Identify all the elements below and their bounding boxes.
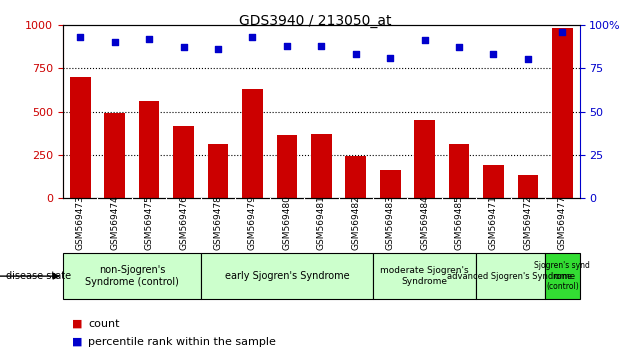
Text: GSM569482: GSM569482 — [352, 196, 360, 250]
Bar — [70, 77, 91, 198]
FancyBboxPatch shape — [63, 253, 201, 299]
Bar — [277, 135, 297, 198]
Text: advanced Sjogren's Syndrome: advanced Sjogren's Syndrome — [447, 272, 575, 281]
FancyBboxPatch shape — [545, 253, 580, 299]
FancyBboxPatch shape — [476, 253, 545, 299]
Text: GSM569474: GSM569474 — [110, 196, 119, 250]
Bar — [242, 89, 263, 198]
Bar — [415, 120, 435, 198]
Text: GSM569485: GSM569485 — [455, 195, 464, 250]
Point — [316, 43, 326, 48]
Text: ■: ■ — [72, 319, 83, 329]
Text: moderate Sjogren's
Syndrome: moderate Sjogren's Syndrome — [381, 267, 469, 286]
Text: GSM569478: GSM569478 — [214, 195, 222, 250]
Point — [144, 36, 154, 41]
Point — [385, 55, 395, 61]
Bar — [311, 134, 331, 198]
Bar — [345, 156, 366, 198]
Point — [523, 57, 533, 62]
Text: GSM569479: GSM569479 — [248, 195, 257, 250]
Text: GSM569473: GSM569473 — [76, 195, 84, 250]
Text: GSM569483: GSM569483 — [386, 195, 394, 250]
Bar — [552, 28, 573, 198]
Text: non-Sjogren's
Syndrome (control): non-Sjogren's Syndrome (control) — [85, 265, 179, 287]
Text: GSM569477: GSM569477 — [558, 195, 567, 250]
Bar — [173, 126, 194, 198]
Text: GSM569480: GSM569480 — [282, 195, 291, 250]
Point — [282, 43, 292, 48]
Bar — [380, 170, 401, 198]
Text: GSM569472: GSM569472 — [524, 196, 532, 250]
Point — [420, 38, 430, 43]
Text: early Sjogren's Syndrome: early Sjogren's Syndrome — [224, 271, 349, 281]
Text: ■: ■ — [72, 337, 83, 347]
Text: GDS3940 / 213050_at: GDS3940 / 213050_at — [239, 14, 391, 28]
FancyBboxPatch shape — [201, 253, 373, 299]
Text: percentile rank within the sample: percentile rank within the sample — [88, 337, 276, 347]
Bar — [105, 113, 125, 198]
Text: GSM569476: GSM569476 — [179, 195, 188, 250]
Text: disease state: disease state — [6, 271, 71, 281]
Point — [110, 39, 120, 45]
Bar — [449, 144, 469, 198]
Bar — [139, 101, 159, 198]
FancyBboxPatch shape — [373, 253, 476, 299]
Text: GSM569471: GSM569471 — [489, 195, 498, 250]
Point — [75, 34, 85, 40]
Text: count: count — [88, 319, 120, 329]
Point — [248, 34, 258, 40]
Bar — [518, 175, 538, 198]
Bar — [208, 144, 228, 198]
Point — [351, 51, 361, 57]
Point — [213, 46, 223, 52]
Point — [488, 51, 498, 57]
Text: Sjogren's synd
rome
(control): Sjogren's synd rome (control) — [534, 261, 590, 291]
Bar — [483, 165, 504, 198]
Point — [454, 45, 464, 50]
Text: GSM569481: GSM569481 — [317, 195, 326, 250]
Point — [178, 45, 188, 50]
Text: GSM569484: GSM569484 — [420, 196, 429, 250]
Point — [558, 29, 568, 35]
Text: GSM569475: GSM569475 — [145, 195, 154, 250]
